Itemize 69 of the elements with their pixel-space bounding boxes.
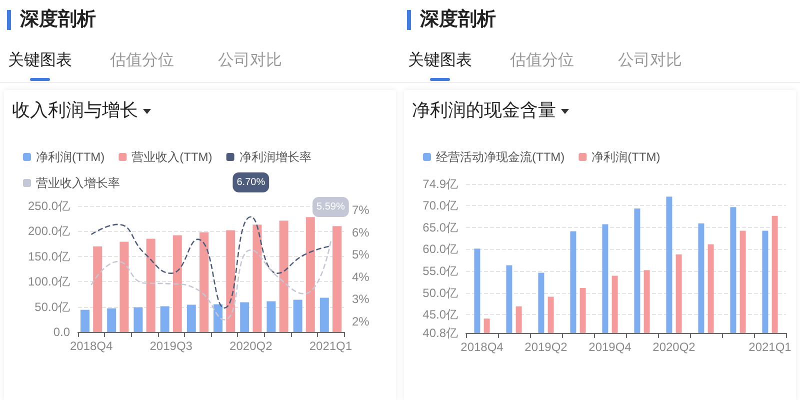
x-tick-label: 2019Q2 [524,340,568,354]
bar [306,217,315,332]
legend-label: 营业收入增长率 [36,176,120,190]
x-tick-label: 2020Q2 [230,339,273,353]
y-tick-label: 60.0亿 [422,242,458,256]
bar [293,300,302,332]
y-tick-label: 250.0亿 [28,199,70,213]
y2-tick-label: 5% [352,248,370,262]
x-tick-label: 2021Q1 [748,340,792,354]
text: 公司对比 [618,50,682,71]
text: 估值分位 [510,50,574,71]
bar [146,238,156,332]
y-tick-label: 0.0 [53,325,70,339]
data-label: 6.70% [236,176,266,188]
bar [200,232,208,332]
chart-title: 净利润的现金含量 [412,100,556,121]
text: 关键图表 [408,50,472,71]
y-tick-label: 70.0亿 [422,198,458,212]
bar [240,302,250,332]
y2-tick-label: 6% [352,225,370,240]
y2-tick-label: 7% [352,203,370,218]
x-tick-label: 2018Q4 [70,339,113,353]
y-tick-label: 55.0亿 [422,264,458,278]
bar [93,246,102,332]
legend-label: 营业收入(TTM) [132,150,212,164]
bar [226,230,236,332]
y-tick-label: 200.0亿 [28,224,70,238]
bar [172,235,182,332]
y-tick-label: 50.0亿 [34,300,70,314]
bar [266,301,276,332]
y2-tick-label: 3% [352,292,370,306]
line-series [90,216,332,309]
legend-label: 净利润增长率 [239,150,312,164]
x-tick-label: 2019Q3 [150,339,193,353]
text: 深度剖析 [20,7,96,32]
y-tick-label: 150.0亿 [28,249,70,264]
y2-tick-label: 4% [352,270,370,284]
text: 深度剖析 [420,7,496,32]
bar [320,298,329,332]
y-tick-label: 74.9亿 [422,177,458,191]
text: 估值分位 [110,50,174,71]
bar [134,307,143,332]
bar [279,220,288,332]
bar [252,224,262,332]
bar [120,242,129,332]
line-series [90,240,332,320]
bar [80,310,90,332]
x-tick-label: 2018Q4 [460,340,504,354]
bar [186,304,196,332]
legend-label: 经营活动净现金流(TTM) [436,150,565,164]
text: 公司对比 [218,50,282,71]
x-tick-label: 2020Q2 [652,340,696,354]
data-label: 5.59% [316,202,345,213]
bar [214,304,222,332]
legend-label: 净利润(TTM) [36,150,105,164]
y-tick-label: 40.8亿 [422,326,458,340]
x-tick-label: 2021Q1 [309,339,352,353]
y-tick-label: 45.0亿 [422,308,458,322]
text: 关键图表 [8,50,72,71]
x-tick-label: 2019Q4 [588,340,632,354]
bar [107,308,116,332]
bar [160,306,170,332]
y-tick-label: 100.0亿 [28,274,70,289]
bar [332,226,342,332]
y-tick-label: 50.0亿 [422,286,458,300]
y-tick-label: 65.0亿 [422,220,458,234]
chart-title: 收入利润与增长 [12,100,138,121]
legend-label: 净利润(TTM) [592,150,660,164]
y2-tick-label: 2% [352,314,370,328]
